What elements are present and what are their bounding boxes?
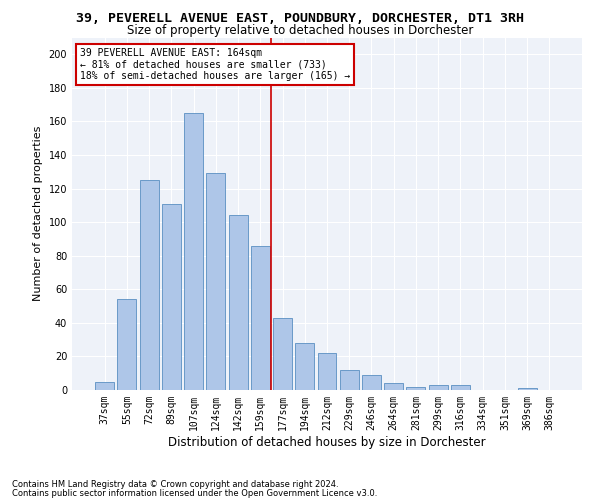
Y-axis label: Number of detached properties: Number of detached properties <box>33 126 43 302</box>
Bar <box>340 370 359 390</box>
Text: Contains HM Land Registry data © Crown copyright and database right 2024.: Contains HM Land Registry data © Crown c… <box>12 480 338 489</box>
Bar <box>251 246 270 390</box>
Text: 39, PEVERELL AVENUE EAST, POUNDBURY, DORCHESTER, DT1 3RH: 39, PEVERELL AVENUE EAST, POUNDBURY, DOR… <box>76 12 524 26</box>
Bar <box>118 300 136 390</box>
Bar <box>362 375 381 390</box>
Bar <box>295 343 314 390</box>
Bar <box>518 388 536 390</box>
Text: Contains public sector information licensed under the Open Government Licence v3: Contains public sector information licen… <box>12 488 377 498</box>
X-axis label: Distribution of detached houses by size in Dorchester: Distribution of detached houses by size … <box>168 436 486 448</box>
Text: 39 PEVERELL AVENUE EAST: 164sqm
← 81% of detached houses are smaller (733)
18% o: 39 PEVERELL AVENUE EAST: 164sqm ← 81% of… <box>80 48 350 82</box>
Bar <box>184 113 203 390</box>
Bar <box>429 385 448 390</box>
Bar <box>273 318 292 390</box>
Bar <box>406 386 425 390</box>
Bar <box>384 384 403 390</box>
Bar <box>140 180 158 390</box>
Bar <box>317 353 337 390</box>
Bar <box>451 385 470 390</box>
Bar <box>206 174 225 390</box>
Bar <box>229 216 248 390</box>
Bar <box>162 204 181 390</box>
Text: Size of property relative to detached houses in Dorchester: Size of property relative to detached ho… <box>127 24 473 37</box>
Bar <box>95 382 114 390</box>
